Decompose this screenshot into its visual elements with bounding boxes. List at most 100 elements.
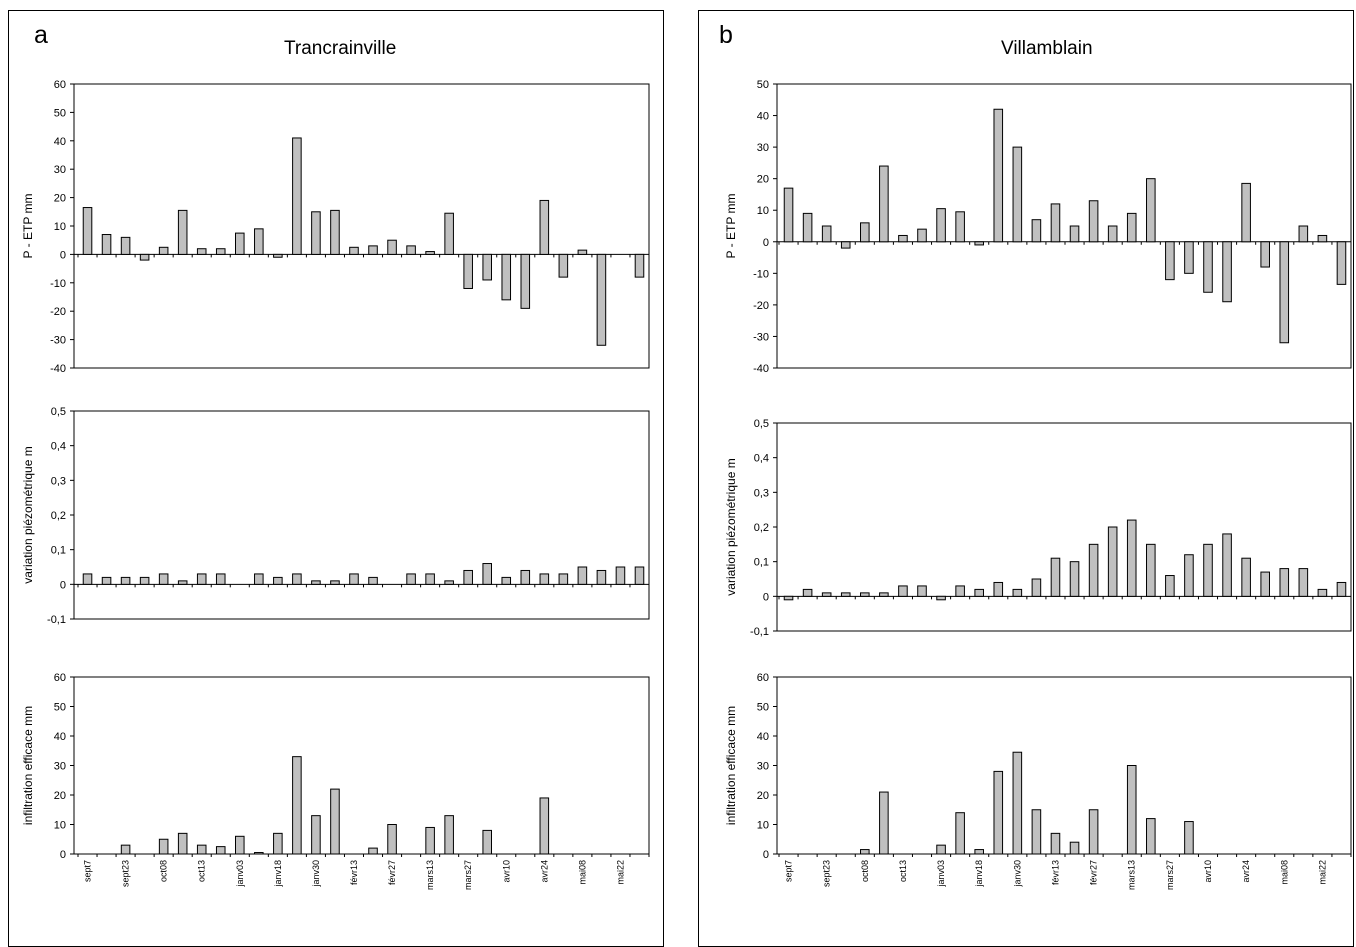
plot-frame — [73, 83, 650, 369]
bar — [387, 824, 397, 855]
y-tick-label: 0 — [763, 237, 769, 249]
bar — [955, 211, 965, 243]
bar — [1260, 241, 1270, 268]
bar — [1184, 821, 1194, 855]
bar — [177, 580, 188, 585]
bar — [879, 592, 889, 597]
x-tick-label: janv30 — [311, 860, 321, 888]
bar — [1126, 212, 1137, 243]
y-tick-label: 0,2 — [51, 510, 66, 522]
bar — [1279, 241, 1290, 344]
x-tick-label: avr24 — [1241, 860, 1251, 883]
bar — [501, 576, 512, 585]
y-tick-label: 50 — [757, 702, 769, 714]
bar — [936, 844, 946, 855]
bar — [101, 234, 112, 255]
y-tick-label: -10 — [50, 278, 66, 290]
bar — [82, 207, 93, 255]
y-tick-label: -10 — [753, 268, 769, 280]
bar — [840, 241, 851, 249]
bar — [821, 592, 832, 597]
x-tick-label: sept23 — [822, 860, 832, 887]
bar — [273, 576, 283, 585]
bar — [368, 576, 378, 585]
y-tick-label: 10 — [54, 820, 66, 832]
x-tick-label: avr10 — [1203, 860, 1213, 883]
bar — [1298, 568, 1309, 597]
y-tick-label: 60 — [54, 672, 66, 684]
bar — [158, 838, 169, 855]
x-tick-label: sept23 — [121, 860, 131, 887]
bar — [292, 573, 302, 585]
bar — [158, 573, 169, 585]
bar — [330, 788, 340, 855]
bar — [1184, 554, 1194, 597]
y-axis-label: infiltration efficace mm — [724, 706, 738, 825]
bar — [425, 826, 435, 855]
bar — [444, 580, 454, 585]
bar — [1203, 241, 1213, 293]
y-tick-label: 60 — [54, 79, 66, 91]
bar — [539, 199, 550, 255]
bar — [444, 212, 454, 255]
bar — [215, 846, 226, 855]
bar — [1203, 543, 1213, 597]
bar — [577, 249, 588, 255]
bar — [1222, 241, 1232, 303]
bar — [520, 253, 531, 309]
bar — [120, 844, 131, 855]
y-tick-label: 30 — [757, 761, 769, 773]
x-tick-label: avr24 — [539, 860, 549, 883]
panel-b: b Villamblain 50 40 30 20 10 0 -10 -20 -30 -40 P -… — [698, 10, 1354, 947]
x-tick-label: oct13 — [197, 860, 207, 882]
bar — [783, 187, 794, 243]
bar — [898, 585, 908, 597]
bar — [993, 108, 1004, 243]
y-tick-label: -0,1 — [750, 626, 769, 638]
bar — [860, 849, 870, 855]
bar — [802, 212, 813, 243]
bar — [1107, 225, 1118, 243]
y-tick-label: 40 — [54, 136, 66, 148]
x-tick-label: févr27 — [387, 860, 397, 885]
y-tick-label: 40 — [757, 111, 769, 123]
bar — [482, 829, 492, 855]
bar — [120, 236, 131, 255]
y-tick-label: 0,5 — [754, 418, 769, 430]
bar — [520, 569, 531, 585]
bar — [463, 253, 473, 289]
bar — [215, 248, 226, 255]
y-tick-label: 50 — [54, 702, 66, 714]
x-tick-label: sept7 — [784, 860, 794, 882]
bar — [993, 581, 1004, 597]
bar — [955, 585, 965, 597]
bar — [215, 573, 226, 585]
bar — [425, 251, 435, 255]
y-tick-label: 0,1 — [754, 557, 769, 569]
bar — [1031, 578, 1042, 597]
bar — [177, 832, 188, 855]
panel-a: a Trancrainville 60 50 40 30 20 10 0 -10 -20 -30 -… — [8, 10, 664, 947]
y-tick-label: 20 — [757, 790, 769, 802]
bar — [539, 573, 550, 585]
y-tick-label: -30 — [753, 331, 769, 343]
bar — [1279, 568, 1290, 597]
y-tick-label: 10 — [54, 221, 66, 233]
bar — [311, 211, 321, 255]
y-axis-label: variation piézométrique m — [724, 458, 738, 595]
y-tick-label: 30 — [54, 761, 66, 773]
bar — [387, 239, 397, 255]
y-tick-label: -40 — [50, 363, 66, 375]
y-tick-label: 0,4 — [754, 453, 769, 465]
bar — [1012, 588, 1023, 597]
bar — [1050, 203, 1061, 243]
bar — [444, 815, 454, 855]
bar — [1069, 225, 1080, 243]
bar — [368, 847, 378, 855]
y-axis-label: infiltration efficace mm — [21, 706, 35, 825]
x-tick-label: oct13 — [898, 860, 908, 882]
bar — [1146, 178, 1156, 243]
y-tick-label: 60 — [757, 672, 769, 684]
bar — [558, 253, 569, 278]
bar — [539, 797, 550, 855]
